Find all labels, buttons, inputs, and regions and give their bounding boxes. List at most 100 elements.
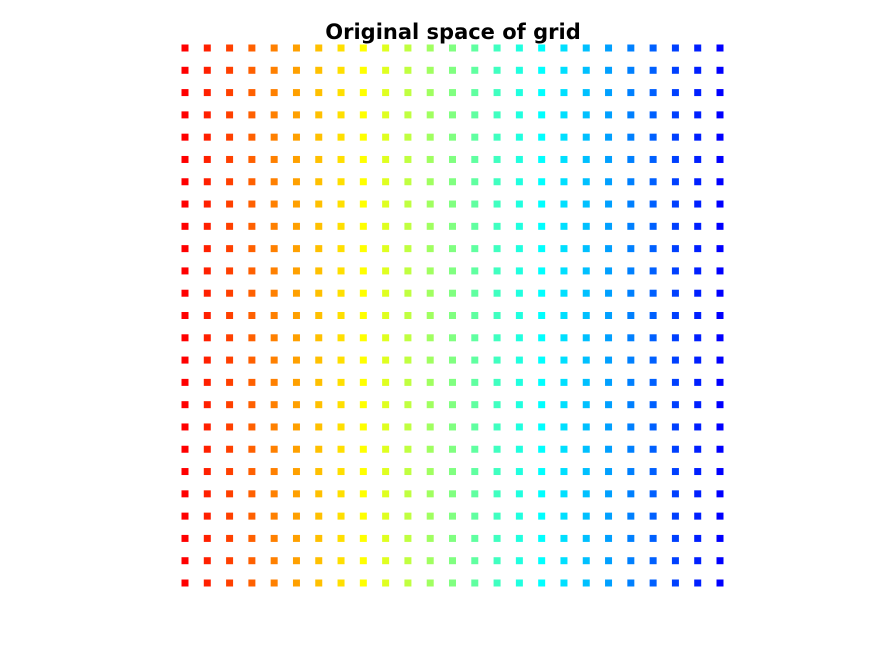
grid-point-23-25 <box>671 44 679 52</box>
grid-point-12-20 <box>426 155 434 163</box>
grid-point-12-18 <box>426 200 434 208</box>
grid-point-21-23 <box>627 89 635 97</box>
grid-point-22-25 <box>649 44 657 52</box>
grid-point-20-12 <box>605 334 613 342</box>
grid-point-25-24 <box>716 66 724 74</box>
grid-point-17-7 <box>538 445 546 453</box>
grid-point-5-14 <box>270 289 278 297</box>
grid-point-16-12 <box>515 334 523 342</box>
grid-point-1-23 <box>181 89 189 97</box>
grid-point-10-5 <box>382 490 390 498</box>
grid-point-16-15 <box>515 267 523 275</box>
grid-point-1-18 <box>181 200 189 208</box>
grid-point-13-11 <box>449 356 456 364</box>
grid-point-19-16 <box>582 245 590 253</box>
grid-point-3-23 <box>226 89 234 97</box>
grid-point-1-11 <box>181 356 189 364</box>
grid-point-5-12 <box>270 334 278 342</box>
grid-point-23-18 <box>671 200 679 208</box>
grid-point-13-20 <box>449 155 456 163</box>
grid-point-23-2 <box>671 557 679 565</box>
grid-point-4-17 <box>248 222 256 230</box>
grid-point-17-1 <box>538 579 546 587</box>
grid-point-10-25 <box>382 44 390 52</box>
grid-point-20-9 <box>605 401 613 409</box>
grid-point-4-8 <box>248 423 256 431</box>
grid-point-20-4 <box>605 512 613 520</box>
grid-point-24-6 <box>694 468 702 476</box>
grid-point-1-3 <box>181 534 189 542</box>
grid-point-14-8 <box>471 423 479 431</box>
grid-point-3-6 <box>226 468 234 476</box>
grid-point-17-17 <box>538 222 546 230</box>
grid-point-16-8 <box>515 423 523 431</box>
grid-point-16-25 <box>515 44 523 52</box>
grid-point-24-3 <box>694 534 702 542</box>
grid-point-15-15 <box>493 267 501 275</box>
grid-point-22-14 <box>649 289 657 297</box>
grid-point-4-12 <box>248 334 256 342</box>
grid-point-8-23 <box>337 89 345 97</box>
grid-point-5-18 <box>270 200 278 208</box>
grid-point-25-6 <box>716 468 724 476</box>
grid-point-6-4 <box>292 512 300 520</box>
grid-point-7-25 <box>315 44 323 52</box>
grid-point-20-8 <box>605 423 613 431</box>
grid-point-8-10 <box>337 378 345 386</box>
grid-point-25-13 <box>716 312 724 319</box>
grid-point-7-21 <box>315 133 323 141</box>
grid-point-20-14 <box>605 289 613 297</box>
grid-point-21-3 <box>627 534 635 542</box>
grid-point-19-21 <box>582 133 590 141</box>
grid-point-16-1 <box>515 579 523 587</box>
grid-point-25-8 <box>716 423 724 431</box>
grid-point-11-20 <box>404 155 412 163</box>
grid-point-11-4 <box>404 512 412 520</box>
grid-point-1-1 <box>181 579 189 587</box>
grid-point-9-22 <box>359 111 367 119</box>
grid-point-18-17 <box>560 222 568 230</box>
grid-point-21-17 <box>627 222 635 230</box>
grid-point-5-13 <box>270 312 278 319</box>
grid-point-24-20 <box>694 155 702 163</box>
grid-point-9-17 <box>359 222 367 230</box>
grid-point-15-2 <box>493 557 501 565</box>
grid-point-15-16 <box>493 245 501 253</box>
grid-point-19-5 <box>582 490 590 498</box>
grid-point-5-24 <box>270 66 278 74</box>
grid-point-19-20 <box>582 155 590 163</box>
grid-point-17-16 <box>538 245 546 253</box>
grid-point-20-6 <box>605 468 613 476</box>
grid-point-3-25 <box>226 44 234 52</box>
grid-point-13-5 <box>449 490 456 498</box>
grid-point-9-12 <box>359 334 367 342</box>
grid-point-22-20 <box>649 155 657 163</box>
grid-point-13-2 <box>449 557 456 565</box>
grid-point-15-20 <box>493 155 501 163</box>
grid-point-6-9 <box>292 401 300 409</box>
grid-point-10-4 <box>382 512 390 520</box>
grid-point-21-20 <box>627 155 635 163</box>
grid-point-11-2 <box>404 557 412 565</box>
grid-point-15-17 <box>493 222 501 230</box>
grid-point-18-24 <box>560 66 568 74</box>
grid-point-25-15 <box>716 267 724 275</box>
grid-point-6-17 <box>292 222 300 230</box>
grid-point-9-11 <box>359 356 367 364</box>
grid-point-5-16 <box>270 245 278 253</box>
grid-point-16-10 <box>515 378 523 386</box>
grid-point-14-2 <box>471 557 479 565</box>
grid-point-12-6 <box>426 468 434 476</box>
grid-point-24-11 <box>694 356 702 364</box>
grid-point-6-7 <box>292 445 300 453</box>
grid-point-25-1 <box>716 579 724 587</box>
grid-point-22-6 <box>649 468 657 476</box>
grid-point-23-11 <box>671 356 679 364</box>
grid-point-19-3 <box>582 534 590 542</box>
grid-point-9-3 <box>359 534 367 542</box>
grid-point-6-1 <box>292 579 300 587</box>
grid-point-14-6 <box>471 468 479 476</box>
grid-point-1-25 <box>181 44 189 52</box>
grid-point-5-11 <box>270 356 278 364</box>
grid-point-21-18 <box>627 200 635 208</box>
